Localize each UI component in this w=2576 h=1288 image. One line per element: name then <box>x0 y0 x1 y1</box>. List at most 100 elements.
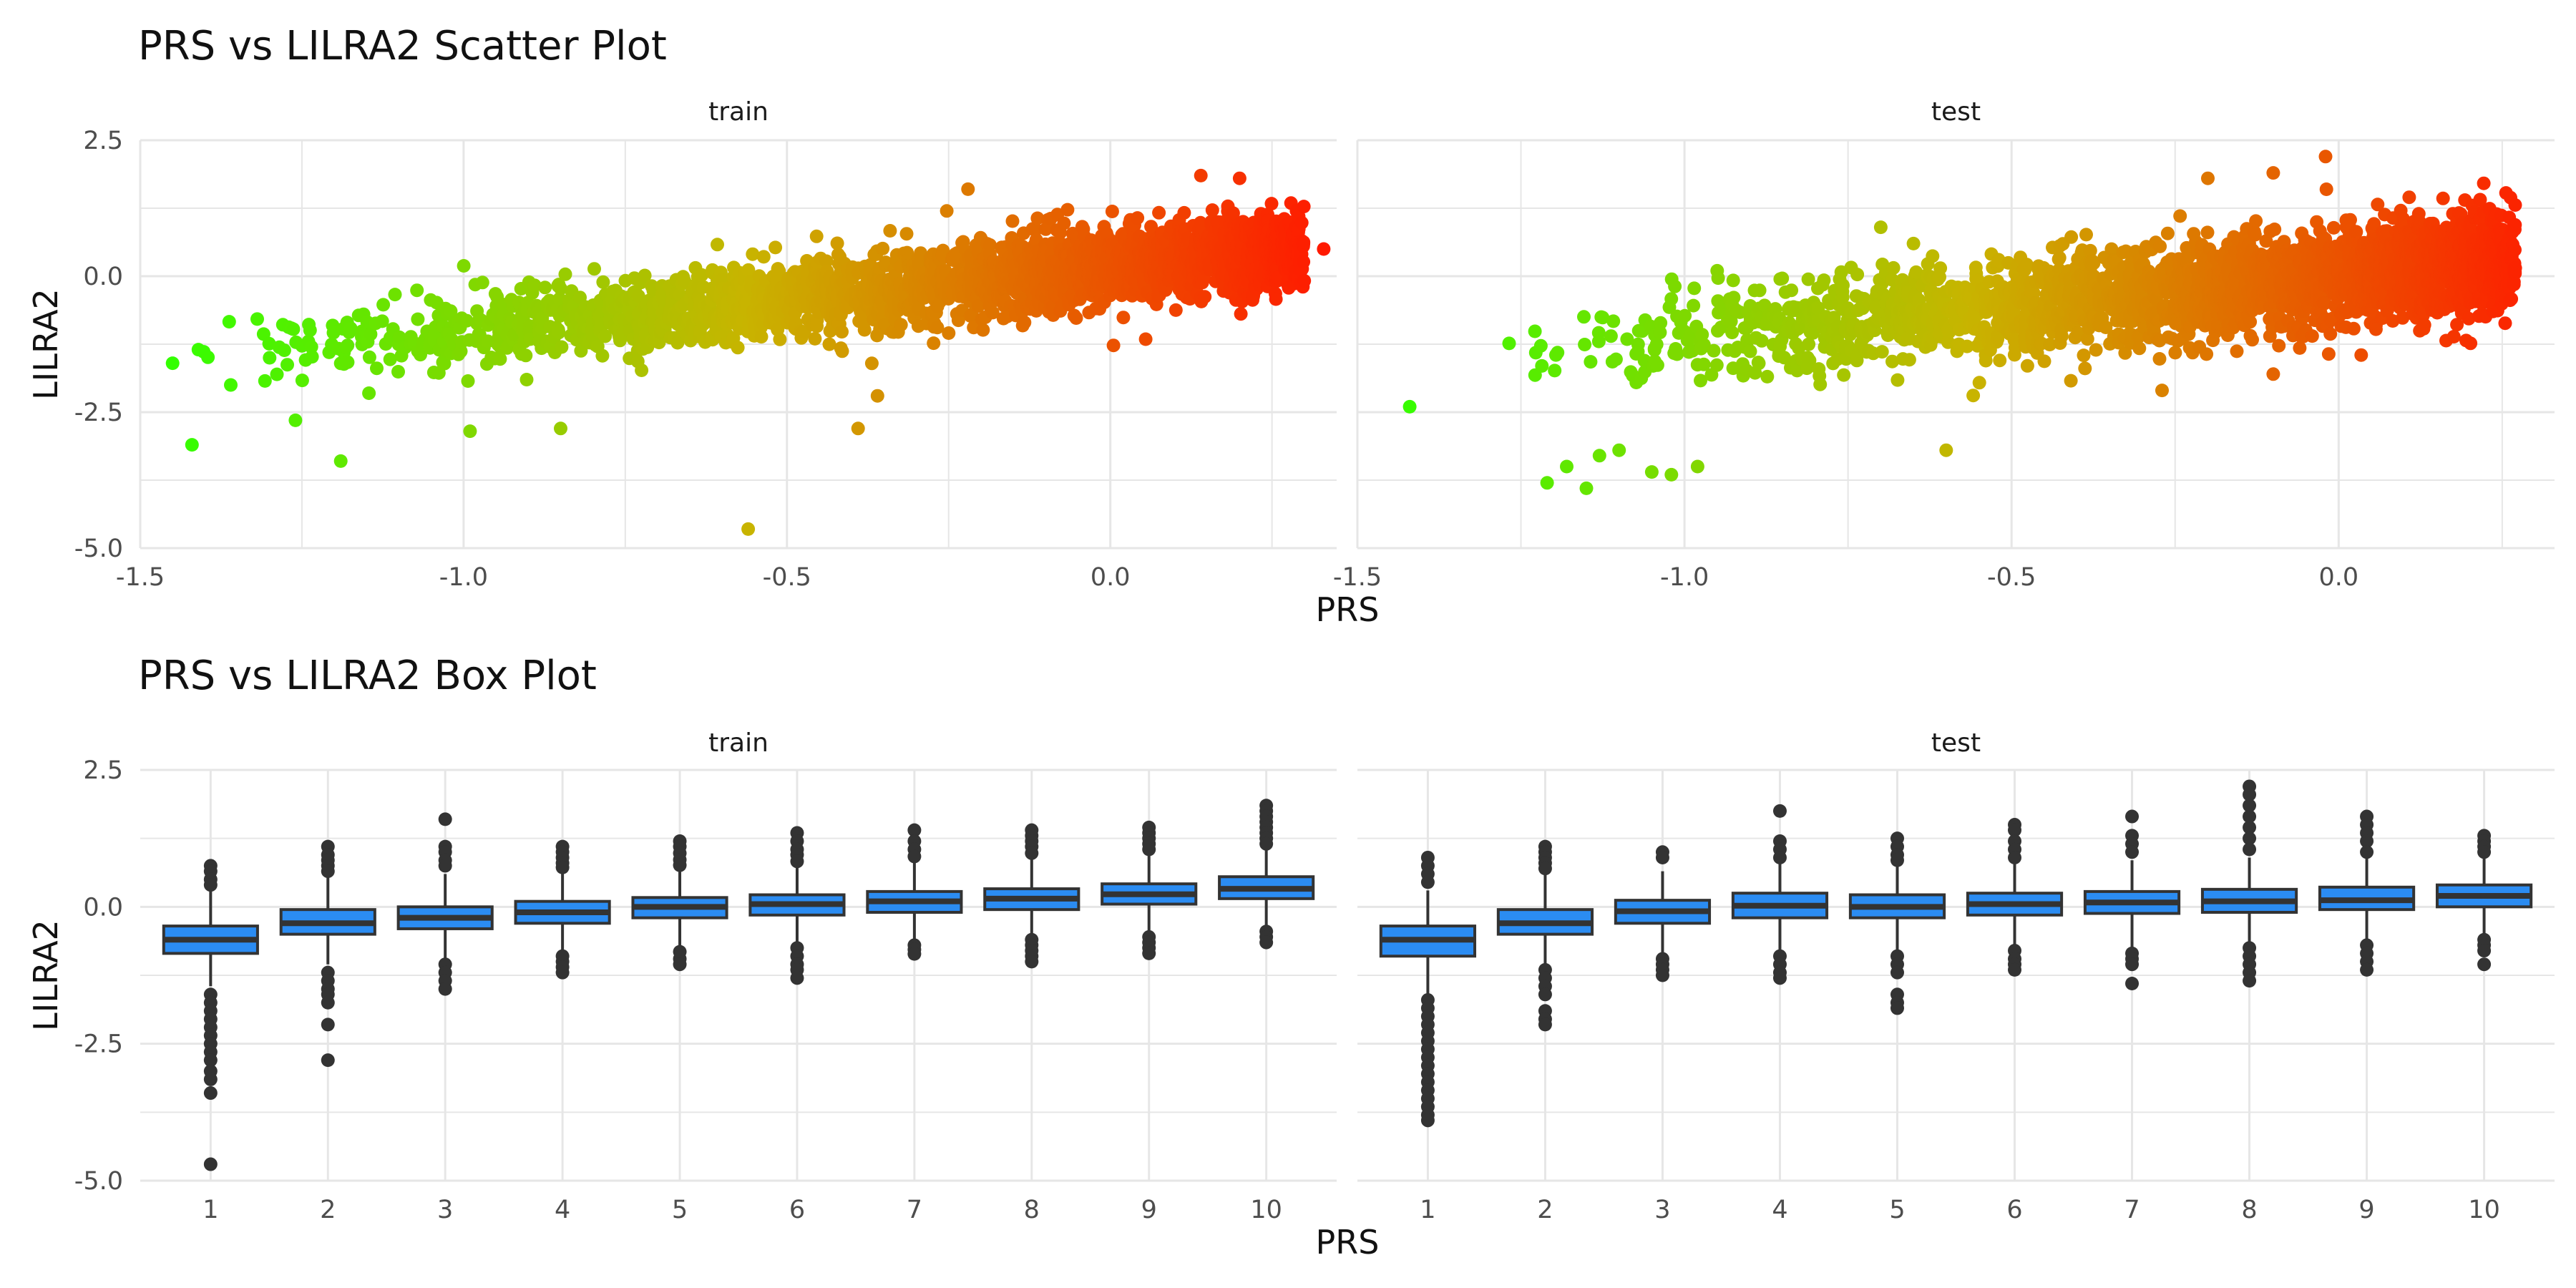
scatter-point <box>362 386 376 400</box>
scatter-point <box>822 337 836 351</box>
scatter-y-tick-label: 2.5 <box>83 127 123 155</box>
scatter-point <box>2272 338 2286 353</box>
scatter-point <box>2266 166 2280 180</box>
scatter-point <box>899 227 914 241</box>
scatter-point <box>1725 326 1740 340</box>
scatter-point <box>1269 292 1283 306</box>
scatter-point <box>876 241 890 255</box>
scatter-point <box>2153 239 2167 253</box>
x-tick-label: -0.5 <box>1987 563 2036 592</box>
scatter-point <box>2436 191 2450 205</box>
scatter-point <box>587 262 601 276</box>
scatter-point <box>635 364 649 377</box>
scatter-point <box>305 350 319 364</box>
scatter-point <box>741 522 756 536</box>
scatter-point <box>1886 260 1901 275</box>
scatter-point <box>558 267 572 281</box>
scatter-point <box>552 326 566 340</box>
scatter-point <box>1060 203 1075 217</box>
scatter-point <box>1297 200 1311 214</box>
scatter-point <box>1535 358 1549 373</box>
scatter-point <box>1584 355 1598 369</box>
scatter-point <box>258 374 272 388</box>
scatter-point <box>2293 341 2307 355</box>
scatter-point <box>2077 348 2091 363</box>
scatter-point <box>2323 327 2338 341</box>
x-tick-label: -0.5 <box>763 563 811 592</box>
scatter-point <box>809 229 824 243</box>
scatter-point <box>1606 314 1621 328</box>
scatter-point <box>2132 341 2147 356</box>
scatter-point <box>1664 292 1679 306</box>
scatter-point <box>741 263 756 277</box>
scatter-point <box>1668 279 1682 293</box>
scatter-point <box>2319 182 2333 196</box>
scatter-point <box>835 325 849 339</box>
scatter-point <box>391 365 405 379</box>
scatter-point <box>1018 316 1032 330</box>
scatter-point <box>1169 303 1183 317</box>
scatter-chart: PRS vs LILRA2 Scatter PlotLILRA2PRS2.50.… <box>26 23 2555 629</box>
scatter-point <box>1591 334 1606 348</box>
scatter-point <box>976 323 990 337</box>
scatter-point <box>940 204 954 218</box>
scatter-point <box>165 356 180 371</box>
scatter-point <box>270 367 284 381</box>
scatter-point <box>2266 367 2280 381</box>
scatter-point <box>2089 343 2103 357</box>
x-tick-label: -1.0 <box>439 563 488 592</box>
scatter-point <box>2064 374 2078 388</box>
scatter-point <box>695 268 709 282</box>
scatter-point <box>250 312 264 326</box>
scatter-point <box>596 275 610 289</box>
scatter-point <box>2200 347 2214 361</box>
scatter-point <box>1972 376 1986 390</box>
scatter-point <box>2326 220 2341 235</box>
scatter-point <box>1670 347 1684 361</box>
scatter-point <box>303 323 317 337</box>
scatter-point <box>333 454 348 468</box>
scatter-point <box>1592 449 1606 463</box>
scatter-point <box>2200 225 2215 240</box>
scatter-point <box>343 321 358 336</box>
scatter-point <box>286 322 301 336</box>
scatter-point <box>711 238 724 252</box>
scatter-point <box>1752 356 1766 371</box>
scatter-point <box>1577 310 1591 324</box>
scatter-point <box>1775 271 1790 286</box>
scatter-point <box>277 343 291 357</box>
scatter-point <box>1752 283 1767 298</box>
scatter-point <box>2037 354 2051 369</box>
scatter-title: PRS vs LILRA2 Scatter Plot <box>138 23 667 69</box>
scatter-point <box>341 338 355 353</box>
scatter-point <box>1069 311 1083 325</box>
scatter-point <box>527 278 542 293</box>
scatter-point <box>971 299 985 313</box>
scatter-y-axis-label: LILRA2 <box>26 288 65 400</box>
scatter-point <box>1837 368 1851 382</box>
scatter-point <box>1540 476 1554 490</box>
scatter-point <box>638 268 652 283</box>
scatter-point <box>574 343 588 358</box>
x-tick-label: 0.0 <box>1091 563 1131 592</box>
scatter-point <box>2064 230 2079 244</box>
scatter-point <box>1664 467 1679 482</box>
scatter-point <box>819 254 834 268</box>
scatter-point <box>1105 205 1119 218</box>
scatter-point <box>1234 307 1248 321</box>
scatter-point <box>519 373 534 386</box>
scatter-point <box>1649 337 1664 351</box>
scatter-point <box>2417 318 2431 332</box>
scatter-point <box>1727 291 1741 305</box>
scatter-point <box>670 336 685 350</box>
scatter-point <box>1690 459 1704 474</box>
scatter-point <box>375 314 389 328</box>
scatter-panel-train: train-1.5 -1.0 -0.5 0.0 <box>116 97 1337 592</box>
scatter-point <box>388 288 402 302</box>
scatter-point <box>461 374 475 388</box>
scatter-point <box>773 332 787 346</box>
scatter-point <box>185 438 199 452</box>
scatter-point <box>1502 336 1516 351</box>
scatter-point <box>1873 220 1888 235</box>
